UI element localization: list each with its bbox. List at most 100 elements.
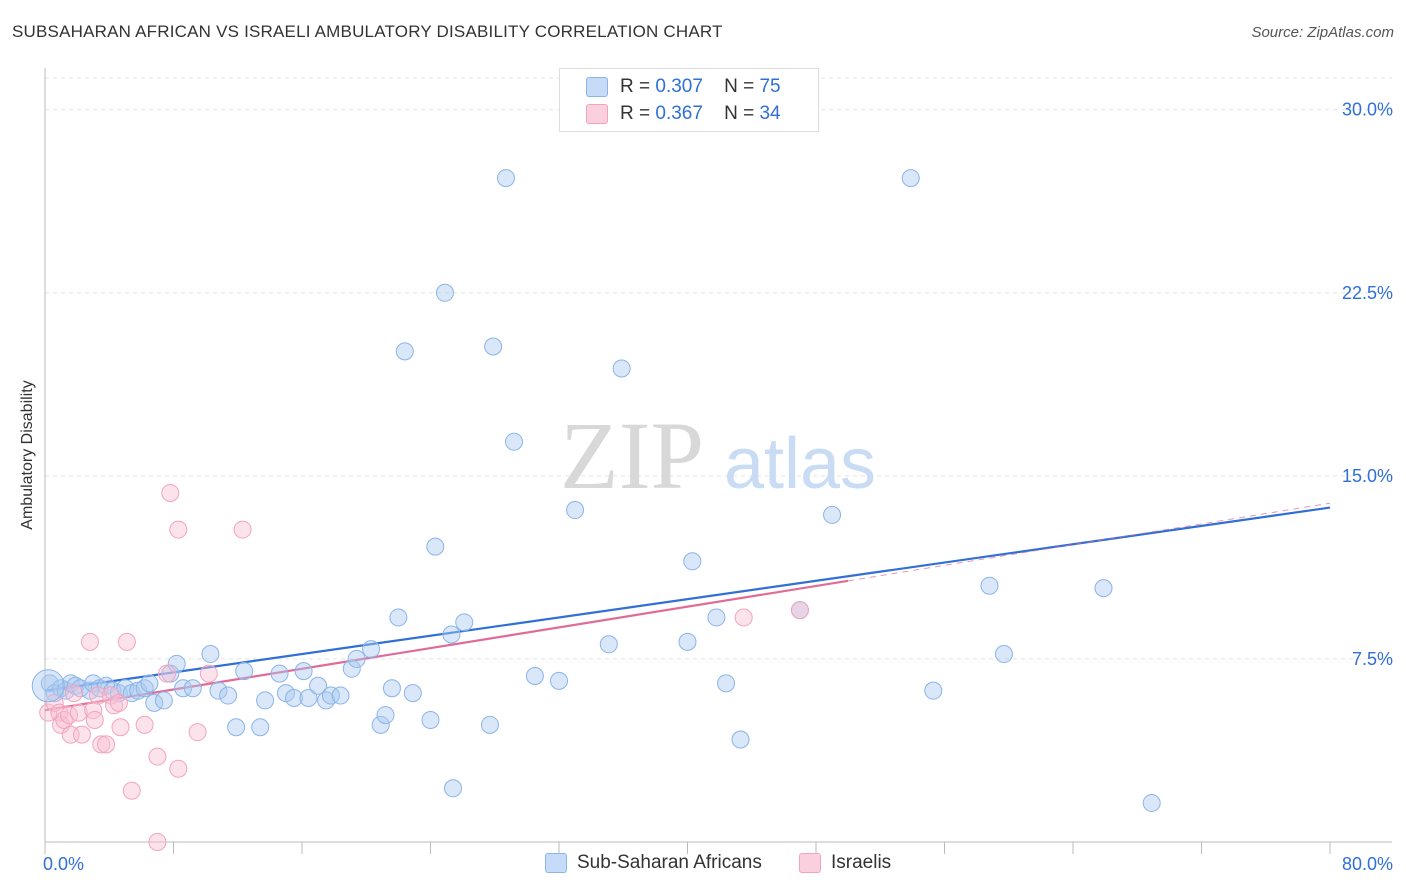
point-subsaharan [154,691,173,710]
y-tick-label: 30.0% [1342,100,1393,120]
bottom-legend-subsaharan: Sub-Saharan Africans [545,852,762,874]
legend-n-value: 34 [759,103,781,124]
bottom-legend-label: Sub-Saharan Africans [577,852,762,873]
point-subsaharan [321,686,340,705]
point-subsaharan [980,576,999,595]
point-subsaharan [251,718,270,737]
bottom-legend-label: Israelis [831,852,892,873]
trend-line-israeli-extension [848,502,1331,582]
y-tick-label: 15.0% [1342,466,1393,486]
point-subsaharan [140,674,159,693]
point-subsaharan [678,632,697,651]
point-subsaharan [496,169,515,188]
watermark-zip: ZIP [560,402,704,509]
point-subsaharan [823,505,842,524]
x-tick-label: 80.0% [1342,854,1393,874]
point-israeli [72,725,91,744]
point-israeli [734,608,753,627]
point-subsaharan [40,674,59,693]
trend-layer [44,502,1331,712]
point-subsaharan [599,635,618,654]
point-subsaharan [201,645,220,664]
point-israeli [97,735,116,754]
point-subsaharan [209,681,228,700]
point-subsaharan [731,730,750,749]
point-israeli [158,664,177,683]
point-subsaharan [717,674,736,693]
point-subsaharan [256,691,275,710]
point-subsaharan [294,662,313,681]
points-layer [31,169,1161,851]
point-subsaharan [1094,579,1113,598]
point-subsaharan [66,676,85,695]
point-israeli [169,520,188,539]
point-subsaharan [167,654,186,673]
point-subsaharan [174,679,193,698]
point-subsaharan [426,537,445,556]
bottom-legend-swatch-blue [545,853,567,873]
point-subsaharan [505,432,524,451]
point-subsaharan [309,676,328,695]
point-subsaharan [525,667,544,686]
point-subsaharan [1142,793,1161,812]
point-subsaharan [435,283,454,302]
point-subsaharan [347,649,366,668]
tick-labels: 7.5% 15.0% 22.5% 30.0% 0.0% 80.0% [43,100,1393,874]
point-subsaharan [455,613,474,632]
point-subsaharan [389,608,408,627]
legend-row-subsaharan: R = 0.307 N = 75 [586,75,781,99]
point-israeli [109,693,128,712]
point-israeli [105,696,124,715]
point-subsaharan [382,679,401,698]
legend-r-value: 0.367 [655,103,703,124]
point-subsaharan [284,688,303,707]
point-israeli [161,483,180,502]
point-israeli [790,601,809,620]
axis-layer [44,68,1392,854]
point-israeli [45,693,64,712]
point-israeli [80,632,99,651]
point-subsaharan [994,645,1013,664]
point-subsaharan [480,715,499,734]
y-tick-label: 7.5% [1352,649,1393,669]
point-subsaharan [442,625,461,644]
legend-r-value: 0.307 [655,76,703,97]
point-israeli [122,781,141,800]
point-israeli [69,703,88,722]
point-israeli [199,664,218,683]
point-israeli [64,684,83,703]
point-israeli [188,723,207,742]
watermark: ZIP atlas [560,402,876,509]
point-subsaharan [707,608,726,627]
x-tick-label: 0.0% [43,854,84,874]
point-subsaharan-cluster [31,669,65,703]
point-subsaharan [901,169,920,188]
legend-row-israelis: R = 0.367 N = 34 [586,102,781,126]
point-israeli [117,632,136,651]
point-subsaharan [924,681,943,700]
point-subsaharan [376,706,395,725]
legend-swatch-blue [586,77,608,97]
point-subsaharan [235,662,254,681]
point-israeli [148,833,167,851]
point-subsaharan [299,688,318,707]
chart-source: Source: ZipAtlas.com [1251,24,1394,41]
bottom-legend-swatch-pink [799,853,821,873]
point-israeli [111,718,130,737]
point-subsaharan [484,337,503,356]
point-israeli [92,735,111,754]
point-subsaharan [227,718,246,737]
point-subsaharan [566,501,585,520]
point-subsaharan [219,686,238,705]
point-subsaharan [612,359,631,378]
legend: R = 0.307 N = 75 R = 0.367 N = 34 [559,68,819,132]
bottom-legend-israelis: Israelis [799,852,891,874]
point-subsaharan [683,552,702,571]
point-subsaharan [443,779,462,798]
point-subsaharan [550,671,568,690]
point-subsaharan [371,715,390,734]
legend-r-label: R = [620,76,651,97]
point-israeli [89,686,108,705]
point-subsaharan [342,659,361,678]
